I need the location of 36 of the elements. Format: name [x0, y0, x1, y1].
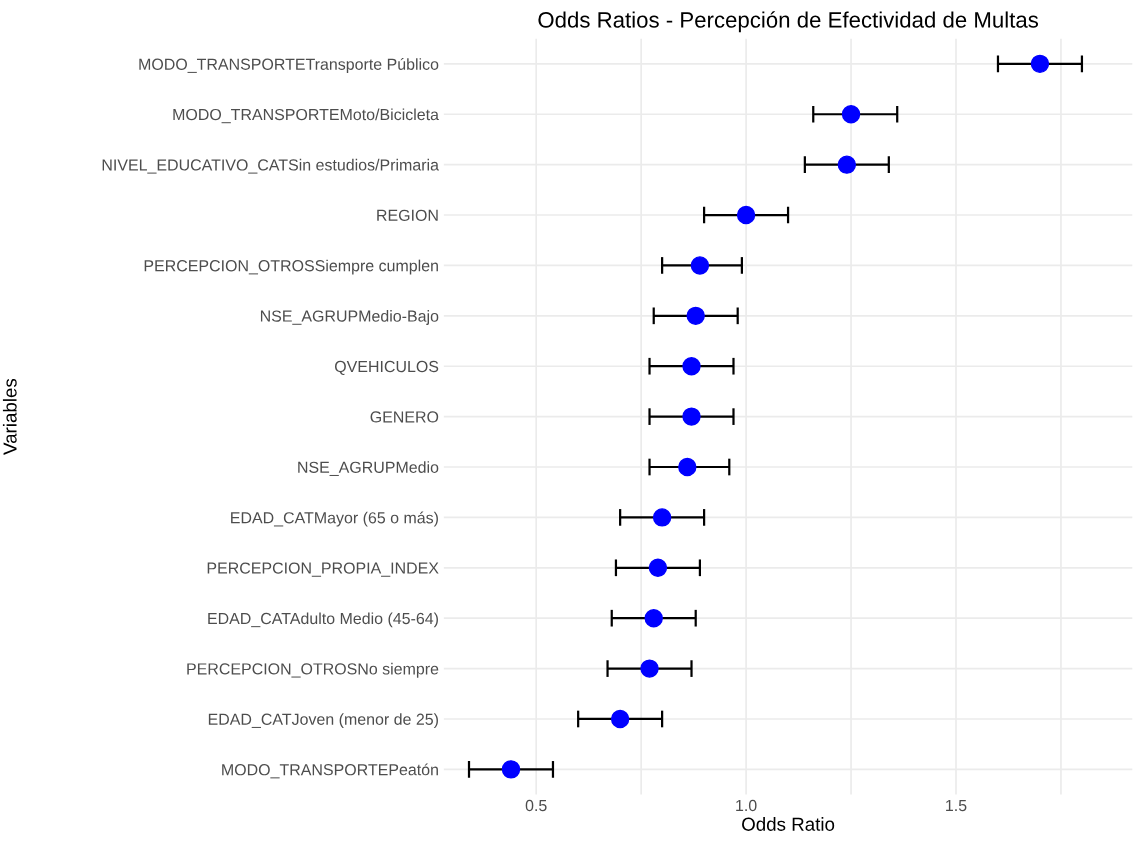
point	[682, 407, 701, 426]
point	[610, 709, 630, 729]
point	[644, 608, 663, 628]
y-tick-label: GENERO	[370, 411, 439, 423]
y-tick-label: EDAD_CATJoven (menor de 25)	[208, 713, 438, 729]
point	[841, 105, 861, 124]
point	[736, 205, 756, 225]
chart-title: Odds Ratios - Percepción de Efectividad de Multas	[538, 11, 1039, 33]
point	[648, 558, 668, 577]
y-tick-label: NSE_AGRUPMedio-Bajo	[260, 310, 439, 325]
y-tick-label: PERCEPCION_OTROSNo siempre	[187, 662, 439, 678]
y-tick-label: REGION	[377, 209, 438, 221]
y-tick-label: EDAD_CATMayor (65 o más)	[231, 511, 438, 527]
point	[686, 306, 705, 326]
x-tick-label: 0.5	[525, 799, 547, 812]
y-tick-label: NIVEL_EDUCATIVO_CATSin estudios/Primaria	[102, 158, 439, 174]
point	[682, 357, 701, 376]
point	[652, 508, 672, 527]
point	[678, 457, 697, 477]
x-axis-title: Odds Ratio	[742, 817, 835, 831]
x-tick-label: 1.5	[946, 800, 967, 812]
point	[640, 659, 659, 678]
y-tick-label: NSE_AGRUPMedio	[298, 461, 439, 476]
y-tick-label: PERCEPCION_PROPIA_INDEX	[207, 562, 439, 577]
y-tick-label: QVEHICULOS	[334, 360, 439, 376]
y-tick-label: MODO_TRANSPORTETransporte Público	[139, 57, 439, 74]
x-tick-label: 1.0	[736, 799, 757, 812]
point	[1030, 54, 1050, 74]
y-tick-label: MODO_TRANSPORTEPeatón	[222, 763, 438, 779]
point	[690, 256, 710, 275]
y-tick-label: MODO_TRANSPORTEMoto/Bicicleta	[173, 108, 439, 124]
y-tick-label: PERCEPCION_OTROSSiempre cumplen	[144, 259, 438, 275]
y-axis-title: Variables	[2, 378, 17, 455]
y-tick-label: EDAD_CATAdulto Medio (45-64)	[208, 612, 438, 628]
point	[837, 155, 857, 174]
point	[501, 760, 521, 779]
